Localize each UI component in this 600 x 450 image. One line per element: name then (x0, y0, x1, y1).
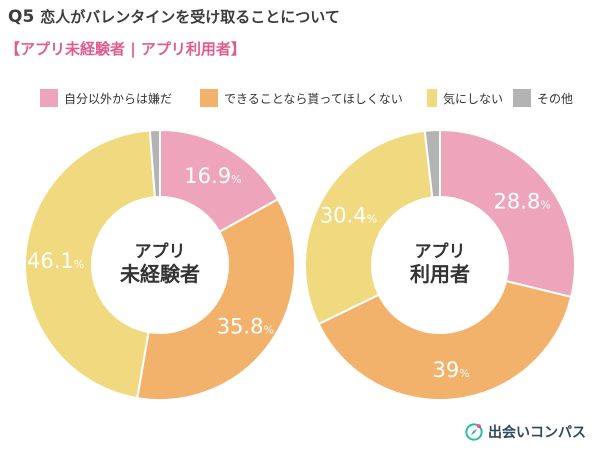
brand-name: 出会いコンパス (488, 425, 586, 441)
legend-label: その他 (537, 91, 574, 106)
legend-label: できることなら貰ってほしくない (224, 91, 403, 106)
legend-item: 自分以外からは嫌だ (40, 89, 190, 107)
question-number: Q5 (8, 7, 35, 27)
slice-value-label: 39% (433, 358, 470, 382)
legend-swatch (40, 89, 58, 107)
chart-subtitle: 【アプリ未経験者 | アプリ利用者】 (5, 40, 246, 58)
legend-swatch (427, 89, 437, 107)
legend-swatch (513, 89, 531, 107)
donut-slice (24, 129, 156, 400)
donut-slice (317, 279, 573, 401)
slice-value-label: 16.9% (184, 164, 241, 188)
compass-icon (465, 423, 483, 441)
slice-value-label: 30.4% (320, 204, 377, 228)
legend-swatch (200, 89, 218, 107)
legend-label: 自分以外からは嫌だ (64, 91, 173, 106)
donut-hole (93, 198, 227, 332)
donut-slice (423, 128, 441, 199)
donut-slice (148, 128, 161, 199)
slice-value-label: 28.8% (494, 189, 551, 213)
donut-slice (439, 128, 576, 299)
donut-slice (136, 197, 296, 401)
brand-logo: 出会いコンパス (465, 422, 586, 442)
donut-center-label: アプリ (415, 241, 466, 262)
chart-title: Q5 恋人がバレンタインを受け取ることについて (8, 6, 340, 27)
question-text: 恋人がバレンタインを受け取ることについて (40, 8, 340, 26)
donut-center-label: 利用者 (410, 262, 470, 286)
slice-value-label: 35.8% (217, 314, 274, 338)
donut-slice (304, 129, 434, 326)
donut-center-label: アプリ (135, 241, 186, 262)
legend: 自分以外からは嫌だ できることなら貰ってほしくない 気にしない その他 (40, 89, 591, 107)
donut-center-label: 未経験者 (120, 262, 200, 286)
legend-item: その他 (513, 89, 573, 107)
donut-hole (373, 198, 507, 332)
legend-item: 気にしない (427, 89, 503, 107)
legend-label: 気にしない (442, 91, 503, 106)
legend-item: できることなら貰ってほしくない (200, 89, 423, 107)
slice-value-label: 46.1% (27, 249, 84, 273)
